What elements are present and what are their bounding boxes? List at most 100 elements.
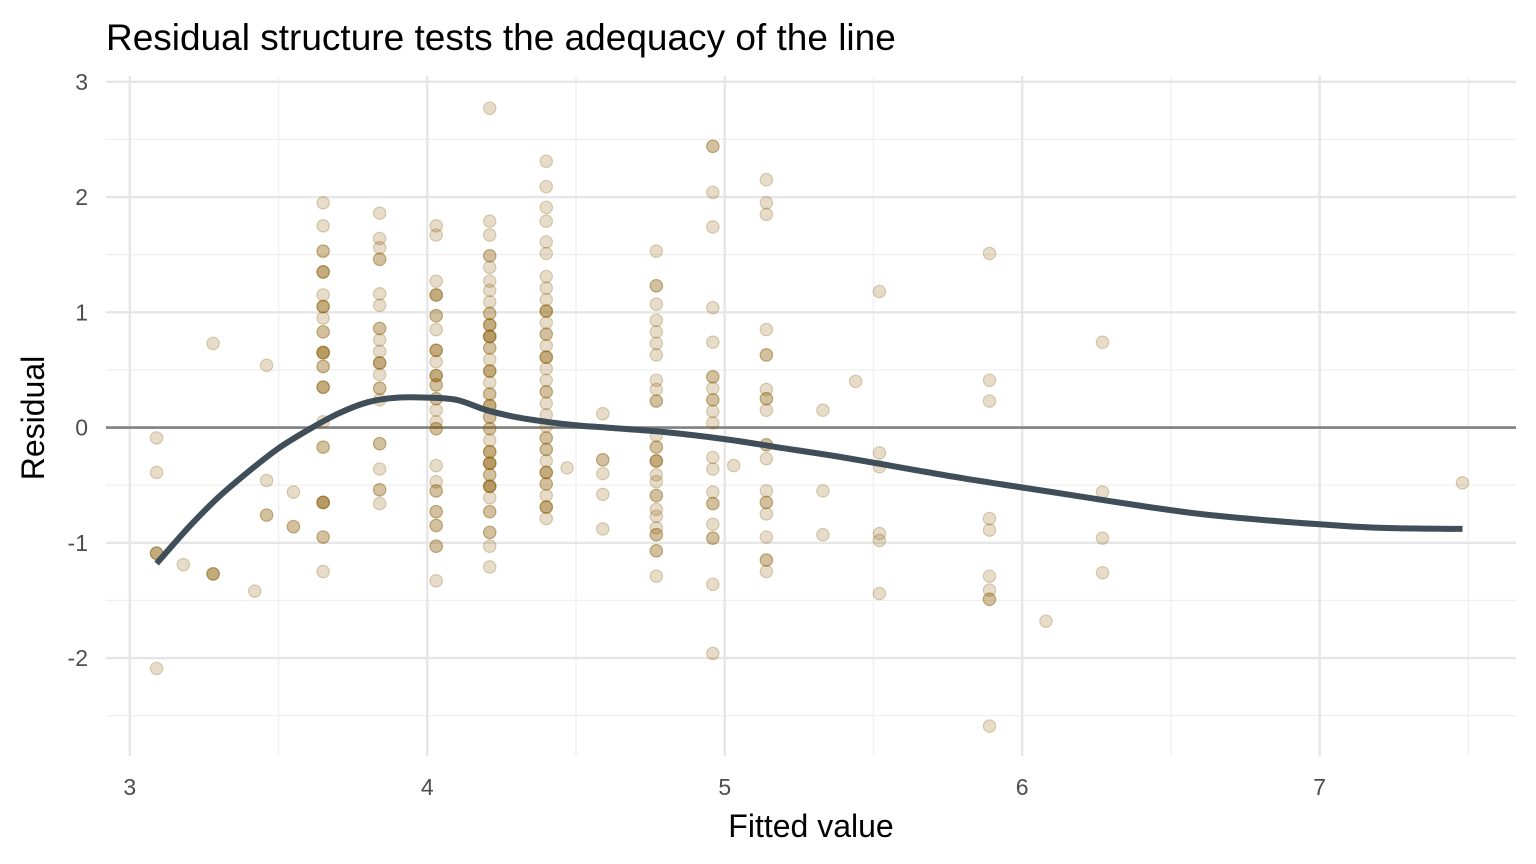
- data-point: [649, 325, 664, 339]
- data-point: [539, 442, 554, 457]
- data-point: [706, 370, 720, 384]
- data-point: [482, 479, 497, 494]
- data-point: [649, 313, 664, 328]
- data-point: [649, 520, 664, 535]
- data-point: [316, 380, 330, 394]
- data-point: [539, 246, 554, 261]
- data-point: [316, 299, 330, 314]
- data-point: [706, 531, 720, 545]
- data-point: [372, 231, 387, 246]
- data-point: [706, 393, 720, 407]
- data-point: [482, 329, 497, 344]
- data-point: [759, 530, 774, 544]
- data-point: [759, 172, 774, 187]
- data-point: [316, 440, 330, 454]
- data-point: [429, 378, 443, 392]
- data-point: [759, 495, 774, 510]
- x-tick-label: 6: [1016, 774, 1029, 800]
- data-point: [372, 321, 387, 336]
- data-point: [539, 304, 554, 318]
- data-point: [316, 325, 330, 339]
- data-point: [316, 495, 330, 510]
- data-point: [482, 433, 497, 448]
- data-point: [372, 436, 387, 451]
- data-point: [595, 522, 610, 536]
- data-point: [816, 527, 830, 542]
- data-point: [759, 382, 774, 397]
- chart-title: Residual structure tests the adequacy of…: [106, 17, 896, 58]
- data-point: [316, 244, 330, 258]
- data-point: [759, 495, 774, 510]
- data-point: [706, 577, 720, 592]
- data-point: [372, 356, 387, 370]
- data-point: [372, 252, 387, 267]
- data-point: [429, 355, 443, 369]
- data-point: [429, 414, 443, 429]
- x-tick-label: 7: [1313, 774, 1326, 800]
- smooth-trend: [154, 394, 1463, 566]
- data-point: [706, 517, 720, 532]
- data-point: [816, 403, 830, 418]
- data-point: [706, 462, 720, 476]
- data-point: [316, 265, 330, 279]
- data-point: [429, 539, 443, 554]
- data-point: [649, 382, 664, 397]
- data-point: [759, 195, 774, 210]
- data-point: [482, 329, 497, 344]
- data-point: [649, 467, 664, 482]
- y-tick-label: 3: [75, 69, 88, 95]
- data-point: [429, 421, 443, 436]
- data-point: [706, 416, 720, 430]
- data-point: [206, 567, 220, 581]
- y-tick-label: 2: [75, 184, 88, 210]
- data-point: [482, 274, 497, 288]
- data-point: [649, 348, 664, 362]
- data-point: [595, 452, 610, 467]
- data-point: [649, 488, 664, 503]
- data-point: [759, 348, 774, 362]
- data-point: [539, 442, 554, 457]
- data-point: [176, 557, 191, 572]
- data-point: [539, 154, 554, 169]
- data-point: [759, 564, 774, 579]
- data-point: [706, 220, 720, 234]
- data-point: [539, 384, 554, 399]
- data-point: [539, 465, 554, 480]
- data-point: [759, 484, 774, 498]
- data-point: [482, 364, 497, 378]
- data-point: [726, 458, 741, 473]
- data-point: [759, 507, 774, 521]
- data-point: [429, 308, 443, 323]
- data-point: [316, 195, 330, 210]
- data-point: [539, 396, 554, 411]
- data-point: [429, 378, 443, 392]
- data-point: [649, 440, 664, 454]
- data-point: [429, 228, 443, 242]
- data-point: [286, 519, 301, 534]
- data-point: [316, 380, 330, 394]
- data-point: [316, 244, 330, 258]
- data-point: [706, 404, 720, 419]
- data-point: [482, 421, 497, 436]
- x-tick-label: 5: [718, 774, 731, 800]
- data-point: [482, 341, 497, 355]
- y-tick-label: 0: [75, 415, 88, 441]
- data-point: [372, 462, 387, 476]
- data-point: [982, 523, 997, 537]
- data-point: [759, 391, 774, 406]
- data-point: [706, 381, 720, 396]
- data-point: [539, 350, 554, 365]
- data-point: [482, 248, 497, 263]
- data-point: [539, 200, 554, 215]
- y-tick-label: -1: [68, 530, 88, 556]
- y-tick-label: 1: [75, 299, 88, 325]
- data-point: [429, 322, 443, 337]
- data-point: [482, 560, 497, 574]
- data-point: [429, 403, 443, 418]
- data-point: [316, 345, 330, 360]
- data-point: [816, 484, 830, 498]
- data-point: [649, 544, 664, 558]
- data-point: [372, 333, 387, 347]
- data-point: [482, 295, 497, 309]
- data-point: [649, 454, 664, 468]
